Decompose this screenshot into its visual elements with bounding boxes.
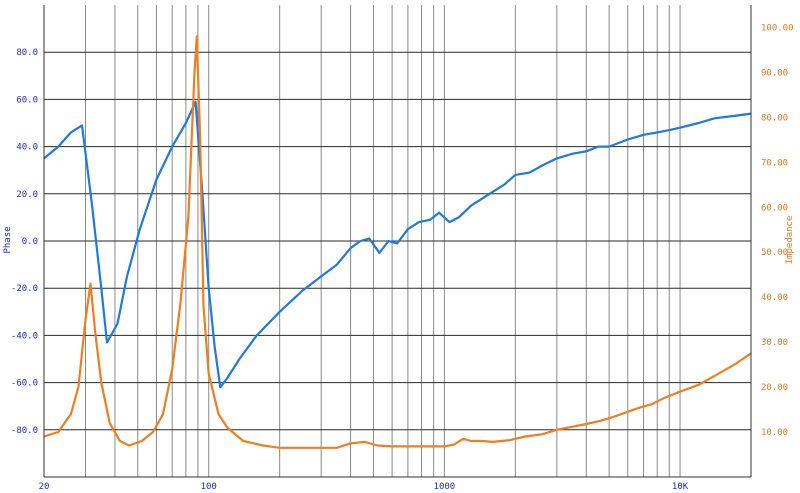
right-tick-label: 60.00	[761, 203, 788, 213]
x-tick-label: 20	[39, 482, 50, 492]
right-tick-label: 80.00	[761, 113, 788, 123]
right-tick-label: 20.00	[761, 383, 788, 393]
labels: 80.0 60.0 40.0 20.0 0.0 -20.0 -40.0 -60.0 -80.0 1…	[3, 23, 795, 492]
right-tick-label: 10.00	[761, 428, 788, 438]
right-tick-label: 50.00	[761, 248, 788, 258]
left-tick-label: 20.0	[16, 190, 38, 200]
right-tick-label: 90.00	[761, 68, 788, 78]
left-tick-label: -20.0	[11, 284, 38, 294]
right-tick-label: 70.00	[761, 158, 788, 168]
plot-frame	[43, 5, 752, 478]
left-tick-label: -80.0	[11, 426, 38, 436]
left-tick-label: 0.0	[22, 237, 38, 247]
right-tick-label: 30.00	[761, 338, 788, 348]
impedance-series-line	[43, 35, 752, 449]
left-tick-label: -40.0	[11, 331, 38, 341]
left-tick-label: 40.0	[16, 143, 38, 153]
left-tick-label: -60.0	[11, 379, 38, 389]
right-tick-label: 100.00	[761, 23, 794, 33]
x-tick-label: 1000	[434, 482, 456, 492]
x-tick-label: 10K	[672, 482, 689, 492]
left-tick-label: 80.0	[16, 48, 38, 58]
left-tick-label: 60.0	[16, 95, 38, 105]
x-tick-label: 100	[201, 482, 217, 492]
phase-series-line	[43, 100, 752, 389]
y-left-axis-label: Phase	[3, 226, 13, 253]
series	[43, 35, 752, 449]
right-tick-label: 40.00	[761, 293, 788, 303]
y-right-axis-label: Impedance	[785, 216, 795, 265]
